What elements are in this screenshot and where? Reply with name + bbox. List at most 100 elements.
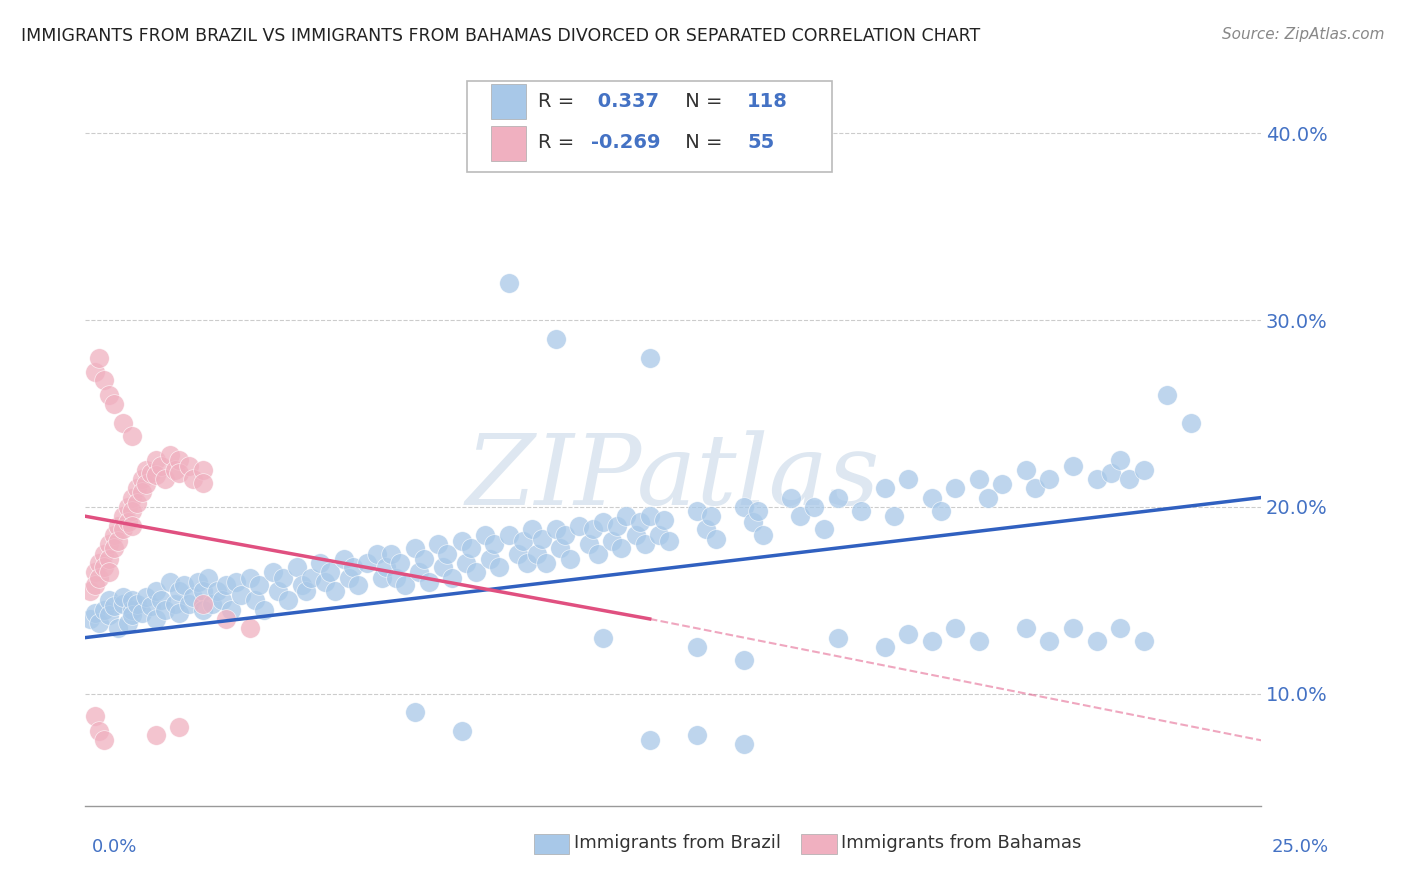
Point <box>803 500 825 514</box>
Point <box>83 566 105 580</box>
Point <box>239 621 262 635</box>
Point <box>197 571 219 585</box>
Point <box>121 602 143 616</box>
Point <box>169 720 191 734</box>
Point <box>1109 453 1132 467</box>
Point <box>121 608 143 623</box>
Point <box>558 552 581 566</box>
Point <box>586 547 609 561</box>
Point <box>478 552 501 566</box>
Point <box>141 599 163 613</box>
Point <box>89 556 111 570</box>
Bar <box>491 127 526 161</box>
Point <box>191 583 214 598</box>
Point <box>530 532 553 546</box>
Point <box>79 583 101 598</box>
Point <box>163 462 186 476</box>
Point <box>1024 481 1046 495</box>
Point <box>450 533 472 548</box>
Point <box>135 477 157 491</box>
Point <box>149 458 172 473</box>
Text: N =: N = <box>679 134 728 153</box>
Point <box>169 583 191 598</box>
Point <box>299 571 322 585</box>
Point <box>1109 621 1132 635</box>
Point <box>89 615 111 630</box>
Point <box>464 566 486 580</box>
Point <box>512 533 534 548</box>
Point <box>145 728 167 742</box>
Point <box>323 583 346 598</box>
Point <box>314 574 336 589</box>
Point <box>89 351 111 365</box>
Point <box>1132 634 1154 648</box>
Point <box>474 528 496 542</box>
Point <box>183 472 205 486</box>
Point <box>921 491 943 505</box>
Point <box>97 608 120 623</box>
Text: 25.0%: 25.0% <box>1271 838 1329 856</box>
Point <box>1118 472 1140 486</box>
Point <box>121 503 143 517</box>
Text: 55: 55 <box>747 134 775 153</box>
Point <box>145 468 167 483</box>
Point <box>945 481 967 495</box>
Point <box>634 537 657 551</box>
Point <box>370 571 392 585</box>
Point <box>1180 416 1202 430</box>
Point <box>967 472 990 486</box>
Point <box>648 528 671 542</box>
Text: -0.269: -0.269 <box>591 134 661 153</box>
Point <box>628 515 651 529</box>
Point <box>1038 634 1060 648</box>
Point <box>977 491 1000 505</box>
Point <box>121 593 143 607</box>
Text: Source: ZipAtlas.com: Source: ZipAtlas.com <box>1222 27 1385 42</box>
Point <box>592 515 614 529</box>
Point <box>219 602 242 616</box>
Point <box>79 612 101 626</box>
Point <box>177 458 200 473</box>
Point <box>141 467 163 481</box>
Point <box>1062 621 1084 635</box>
Point <box>789 509 811 524</box>
Point <box>592 631 614 645</box>
Point <box>131 607 153 621</box>
Point <box>897 627 920 641</box>
Point <box>733 653 755 667</box>
Point <box>751 528 773 542</box>
Point <box>247 578 270 592</box>
Point <box>205 583 228 598</box>
Text: 0.0%: 0.0% <box>91 838 136 856</box>
Point <box>851 503 873 517</box>
Point <box>183 590 205 604</box>
Point <box>747 503 769 517</box>
Point <box>121 491 143 505</box>
Point <box>897 472 920 486</box>
Point <box>163 597 186 611</box>
Point <box>125 496 148 510</box>
Point <box>610 541 633 555</box>
Point <box>652 513 675 527</box>
Point <box>657 533 679 548</box>
Point <box>408 566 430 580</box>
Point <box>103 599 125 613</box>
Point <box>534 556 557 570</box>
Point <box>686 728 709 742</box>
Point <box>488 559 510 574</box>
Point <box>155 602 177 616</box>
Point <box>187 574 209 589</box>
Point <box>97 388 120 402</box>
Point <box>498 276 520 290</box>
Point <box>131 472 153 486</box>
Point <box>111 597 134 611</box>
Point <box>600 533 623 548</box>
Point <box>117 515 139 529</box>
Point <box>93 373 115 387</box>
Point <box>295 583 318 598</box>
Point <box>103 397 125 411</box>
Point <box>883 509 905 524</box>
Point <box>145 612 167 626</box>
Point <box>225 574 247 589</box>
Point <box>1015 621 1038 635</box>
